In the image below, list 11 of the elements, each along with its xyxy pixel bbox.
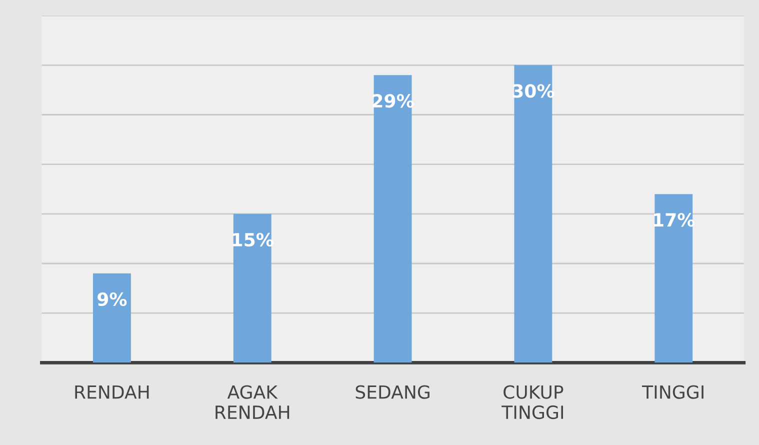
x-tick-label: AGAK RENDAH: [216, 385, 290, 419]
data-label: 9%: [98, 292, 127, 306]
bar: [654, 194, 693, 363]
x-tick-label: SEDANG: [356, 385, 430, 399]
x-tick-label: RENDAH: [75, 385, 149, 399]
x-tick-label: CUKUP TINGGI: [502, 385, 564, 420]
bar: [92, 273, 131, 363]
bar: [374, 75, 412, 363]
bar: [514, 65, 552, 363]
x-tick-label: TINGGI: [642, 385, 704, 399]
bar: [233, 214, 272, 363]
